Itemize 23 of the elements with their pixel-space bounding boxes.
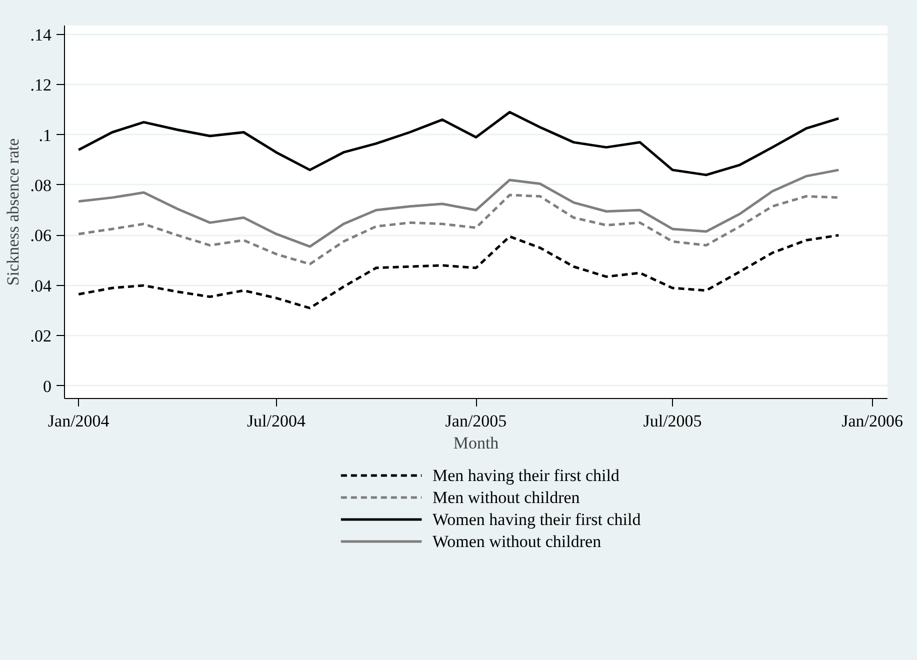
line-series bbox=[77, 234, 840, 310]
x-tick-label: Jan/2004 bbox=[48, 412, 110, 430]
y-tick-label: .08 bbox=[30, 176, 52, 195]
x-tick-label: Jul/2004 bbox=[246, 412, 306, 430]
line-series bbox=[77, 168, 840, 248]
y-tick-label: .1 bbox=[38, 126, 52, 145]
y-tick-label: .06 bbox=[30, 226, 52, 246]
x-tick-label: Jan/2005 bbox=[445, 412, 507, 430]
y-tick-label: .14 bbox=[30, 25, 52, 44]
x-axis-title: Month bbox=[453, 434, 500, 452]
legend-label: Women having their first child bbox=[432, 510, 642, 529]
y-tick-label: .12 bbox=[30, 76, 52, 95]
legend-label: Men having their first child bbox=[432, 466, 620, 485]
y-tick-label: 0 bbox=[43, 376, 52, 396]
legend-label: Women without children bbox=[432, 532, 602, 551]
x-tick-label: Jan/2006 bbox=[842, 412, 903, 430]
line-series bbox=[77, 110, 840, 176]
y-axis-title: Sickness absence rate bbox=[3, 138, 22, 286]
y-tick-label: .02 bbox=[30, 326, 52, 346]
y-tick-label: .04 bbox=[30, 276, 52, 296]
legend-label: Men without children bbox=[432, 488, 580, 507]
line-series bbox=[77, 194, 840, 266]
x-tick-label: Jul/2005 bbox=[643, 412, 702, 430]
